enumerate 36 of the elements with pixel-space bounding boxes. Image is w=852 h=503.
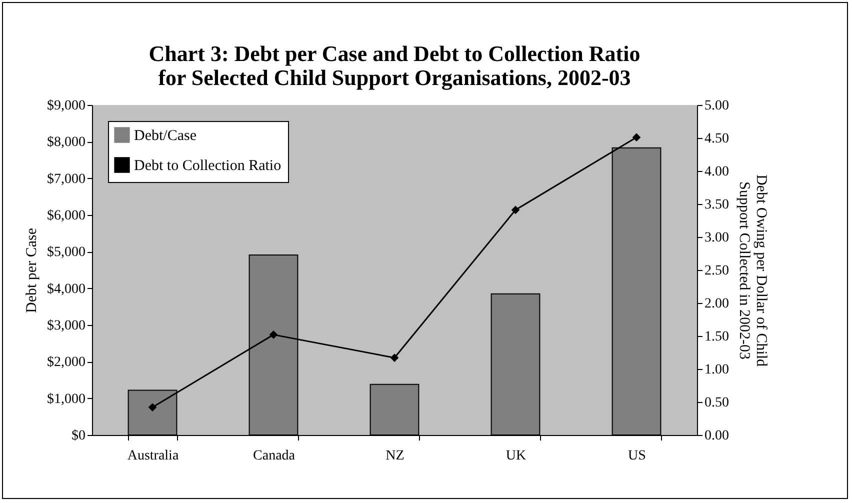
y2-tick-label: 0.50 — [704, 396, 729, 410]
x-tick-label: Australia — [127, 448, 180, 464]
y-axis-title: Debt per Case — [24, 228, 40, 313]
legend-label: Debt/Case — [134, 128, 197, 144]
y-tick-label: $2,000 — [47, 355, 86, 370]
y2-tick-label: 3.00 — [704, 230, 729, 246]
point — [632, 133, 641, 142]
y2-axis-title: Debt Owing per Dollar of Child Support Collected in 2002-03 — [736, 174, 769, 368]
y2-tick-label: 2.50 — [704, 264, 729, 278]
point — [148, 403, 157, 412]
y-tick-label: $7,000 — [47, 172, 86, 187]
y2-tick-label: 3.50 — [704, 198, 729, 212]
y-tick-label: $4,000 — [47, 282, 86, 297]
point — [511, 206, 520, 214]
y-tick-label: $8,000 — [47, 135, 86, 150]
x-tick-label: US — [628, 448, 646, 464]
y-tick-label: $3,000 — [47, 318, 86, 334]
x-tick-label: Canada — [253, 448, 296, 464]
y2-tick-label: 1.50 — [704, 330, 729, 344]
y-tick-label: $0 — [72, 428, 86, 444]
y2-tick-label: 1.00 — [704, 362, 729, 378]
y2-tick-label: 5.00 — [704, 98, 729, 114]
point — [269, 330, 278, 339]
legend-label: Debt to Collection Ratio — [134, 158, 282, 174]
point — [390, 354, 399, 362]
y-tick-label: $5,000 — [47, 245, 86, 260]
x-tick-label: NZ — [386, 448, 404, 464]
chart-title: Chart 3: Debt per Case and Debt to Collection Ratio for Selected Child Support Organisations, 2002-03 — [148, 41, 640, 90]
y2-tick-label: 0.00 — [704, 428, 729, 444]
y-tick-label: $9,000 — [47, 98, 86, 114]
y-tick-label: $6,000 — [47, 208, 86, 224]
y-tick-label: $1,000 — [47, 392, 86, 407]
x-tick-label: UK — [506, 448, 526, 464]
y2-tick-label: 4.50 — [704, 132, 729, 146]
y2-tick-label: 2.00 — [704, 296, 729, 312]
y2-tick-label: 4.00 — [704, 164, 729, 180]
